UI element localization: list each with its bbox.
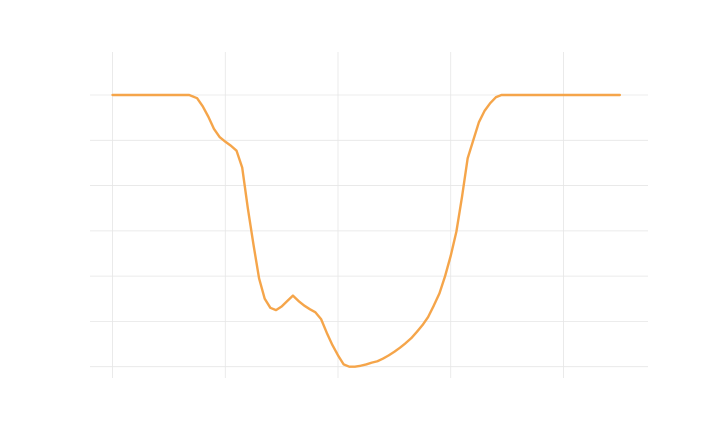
- x-gridlines: [112, 52, 564, 378]
- y-gridlines: [90, 94, 648, 368]
- series-line-0: [111, 93, 622, 368]
- series-group: [111, 93, 622, 368]
